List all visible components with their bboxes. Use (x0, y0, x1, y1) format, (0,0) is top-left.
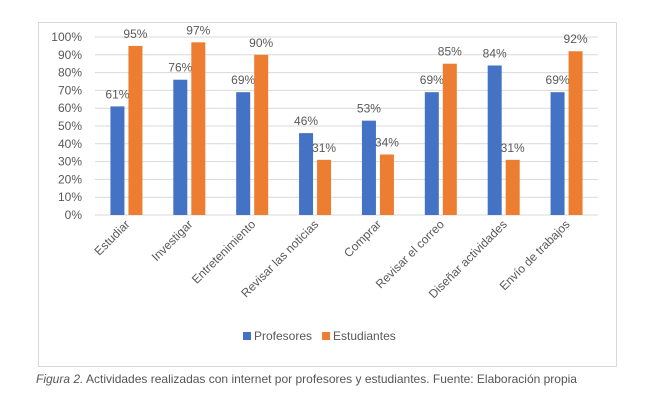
data-label: 76% (168, 61, 192, 75)
bar-profesores (110, 106, 125, 215)
x-tick-label: Entretenimiento (189, 217, 259, 287)
data-label: 61% (105, 87, 129, 101)
y-tick-label: 60% (58, 101, 82, 115)
bar-profesores (424, 92, 439, 215)
bar-profesores (550, 92, 565, 215)
data-label: 34% (375, 135, 399, 149)
x-tick-label: Estudiar (92, 217, 133, 258)
data-label: 92% (564, 32, 588, 46)
data-label: 69% (231, 73, 255, 87)
bar-profesores (173, 79, 188, 215)
legend-swatch-estudiantes (322, 332, 331, 340)
data-label: 90% (249, 36, 273, 50)
bar-profesores (361, 120, 376, 215)
bar-estudiantes (254, 54, 269, 215)
y-tick-label: 10% (58, 190, 82, 204)
bar-estudiantes (568, 51, 583, 215)
figure-caption: Figura 2. Actividades realizadas con int… (36, 372, 577, 386)
bar-profesores (299, 133, 314, 215)
data-label: 69% (420, 73, 444, 87)
legend-label: Estudiantes (333, 329, 396, 343)
bar-profesores (487, 65, 502, 215)
caption-label: Figura 2. (36, 372, 84, 386)
data-label: 46% (294, 114, 318, 128)
bar-estudiantes (128, 45, 143, 216)
y-tick-label: 30% (58, 155, 82, 169)
bar-estudiantes (191, 42, 206, 216)
data-label: 84% (483, 46, 507, 60)
legend-label: Profesores (254, 329, 312, 343)
y-tick-label: 70% (58, 83, 82, 97)
data-label: 97% (186, 23, 210, 37)
bar-estudiantes (379, 154, 394, 215)
y-tick-label: 0% (65, 208, 83, 222)
y-tick-label: 20% (58, 172, 82, 186)
legend-swatch-profesores (243, 332, 251, 340)
data-label: 69% (546, 73, 570, 87)
bar-estudiantes (442, 63, 457, 216)
bar-profesores (236, 92, 251, 215)
y-tick-label: 90% (58, 48, 82, 62)
data-label: 53% (357, 102, 381, 116)
bar-estudiantes (505, 159, 520, 215)
y-tick-label: 80% (58, 66, 82, 80)
x-tick-label: Investigar (149, 217, 196, 264)
y-tick-label: 100% (51, 30, 82, 44)
y-tick-label: 40% (58, 137, 82, 151)
bar-estudiantes (317, 159, 332, 215)
x-tick-label: Comprar (341, 217, 384, 260)
data-label: 95% (123, 27, 147, 41)
data-label: 31% (501, 141, 525, 155)
data-label: 31% (312, 141, 336, 155)
data-label: 85% (438, 45, 462, 59)
y-tick-label: 50% (58, 119, 82, 133)
caption-text: Actividades realizadas con internet por … (83, 372, 577, 386)
